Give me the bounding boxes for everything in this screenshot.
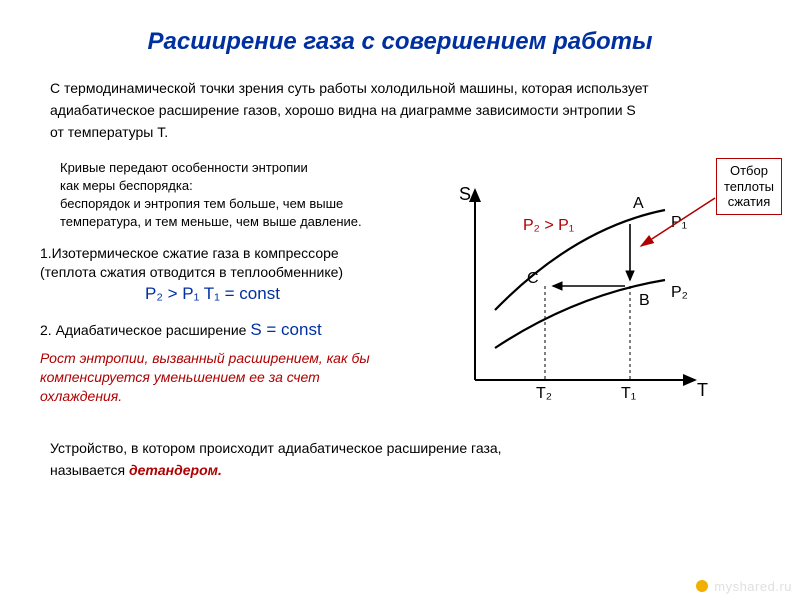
curve-p2 [495, 280, 665, 348]
label-p2: P₂ [671, 284, 688, 301]
curves-line-3: беспорядок и энтропия тем больше, чем вы… [60, 196, 343, 211]
growth-line-2: компенсируется уменьшением ее за счет [40, 369, 320, 385]
ts-diagram: S T P₁ P₂ T₁ T₂ A B C P₂ > P₁ [435, 180, 735, 430]
step2-text: 2. Адиабатическое расширение [40, 322, 250, 338]
tick-t1: T₁ [621, 385, 636, 402]
intro-line-1: С термодинамической точки зрения суть ра… [50, 80, 649, 96]
x-axis-label: T [697, 380, 708, 400]
y-axis-label: S [459, 184, 471, 204]
curves-line-2: как меры беспорядка: [60, 178, 193, 193]
slide: { "title": {"text":"Расширение газа с со… [0, 0, 800, 600]
device-line-1: Устройство, в котором происходит адиабат… [50, 440, 502, 456]
device-l2b: детандером. [129, 462, 222, 478]
watermark-icon [696, 580, 708, 592]
curves-line-4: температура, и тем меньше, чем выше давл… [60, 214, 362, 229]
intro-line-2: адиабатическое расширение газов, хорошо … [50, 102, 636, 118]
watermark: myshared.ru [696, 579, 792, 594]
label-c: C [527, 270, 539, 287]
label-b: B [639, 292, 650, 309]
step1-line-2: (теплота сжатия отводится в теплообменни… [40, 264, 343, 280]
growth-line-1: Рост энтропии, вызванный расширением, ка… [40, 350, 370, 366]
step2-line: 2. Адиабатическое расширение S = const [40, 320, 322, 340]
label-p1: P₁ [671, 214, 687, 231]
tick-t2: T₂ [536, 385, 552, 402]
intro-line-3: от температуры T. [50, 124, 168, 140]
callout-arrow [641, 198, 715, 246]
label-a: A [633, 195, 644, 212]
device-line-2: называется детандером. [50, 462, 222, 478]
page-title: Расширение газа с совершением работы [0, 28, 800, 56]
step1-line-1: 1.Изотермическое сжатие газа в компрессо… [40, 245, 339, 261]
device-l2a: называется [50, 462, 129, 478]
p2-gt-p1: P₂ > P₁ [523, 217, 574, 234]
step2-formula: S = const [250, 320, 321, 339]
callout-l1: Отбор [724, 163, 774, 179]
growth-line-3: охлаждения. [40, 388, 122, 404]
curves-line-1: Кривые передают особенности энтропии [60, 160, 308, 175]
step1-formula: P₂ > P₁ T₁ = const [145, 284, 280, 304]
watermark-text: myshared.ru [714, 579, 792, 594]
